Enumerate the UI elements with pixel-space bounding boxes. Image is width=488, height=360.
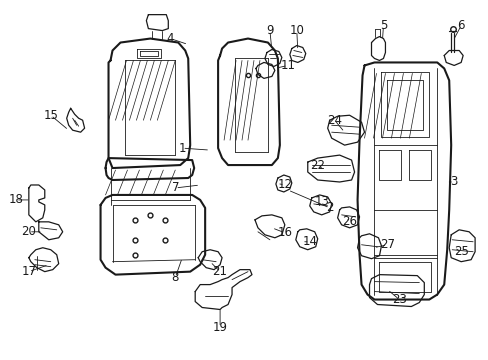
Text: 2: 2 (325, 201, 333, 215)
Text: 11: 11 (280, 59, 295, 72)
Text: 17: 17 (21, 265, 36, 278)
Text: 1: 1 (178, 141, 185, 155)
Text: 16: 16 (277, 226, 292, 239)
Text: 7: 7 (171, 181, 179, 194)
Text: 27: 27 (379, 238, 394, 251)
Text: 15: 15 (43, 109, 58, 122)
Text: 5: 5 (379, 19, 386, 32)
Text: 3: 3 (449, 175, 457, 189)
Text: 14: 14 (302, 235, 317, 248)
Text: 4: 4 (166, 32, 174, 45)
Text: 20: 20 (21, 225, 36, 238)
Text: 12: 12 (277, 179, 292, 192)
Text: 6: 6 (456, 19, 464, 32)
Text: 25: 25 (453, 245, 468, 258)
Text: 22: 22 (309, 158, 325, 172)
Text: 23: 23 (391, 293, 406, 306)
Text: 18: 18 (8, 193, 23, 206)
Text: 19: 19 (212, 321, 227, 334)
Text: 9: 9 (265, 24, 273, 37)
Text: 24: 24 (326, 114, 342, 127)
Text: 21: 21 (212, 265, 227, 278)
Text: 10: 10 (289, 24, 304, 37)
Text: 13: 13 (314, 195, 328, 208)
Text: 8: 8 (171, 271, 179, 284)
Text: 26: 26 (342, 215, 356, 228)
